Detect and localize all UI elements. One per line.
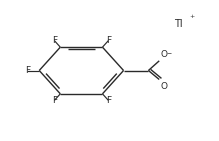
Text: O: O (160, 82, 167, 91)
Text: F: F (106, 96, 111, 105)
Text: F: F (25, 66, 30, 75)
Text: −: − (167, 51, 172, 56)
Text: F: F (106, 36, 111, 45)
Text: O: O (160, 50, 167, 59)
Text: +: + (189, 14, 195, 19)
Text: F: F (52, 36, 57, 45)
Text: Tl: Tl (174, 18, 183, 28)
Text: F: F (52, 96, 57, 105)
